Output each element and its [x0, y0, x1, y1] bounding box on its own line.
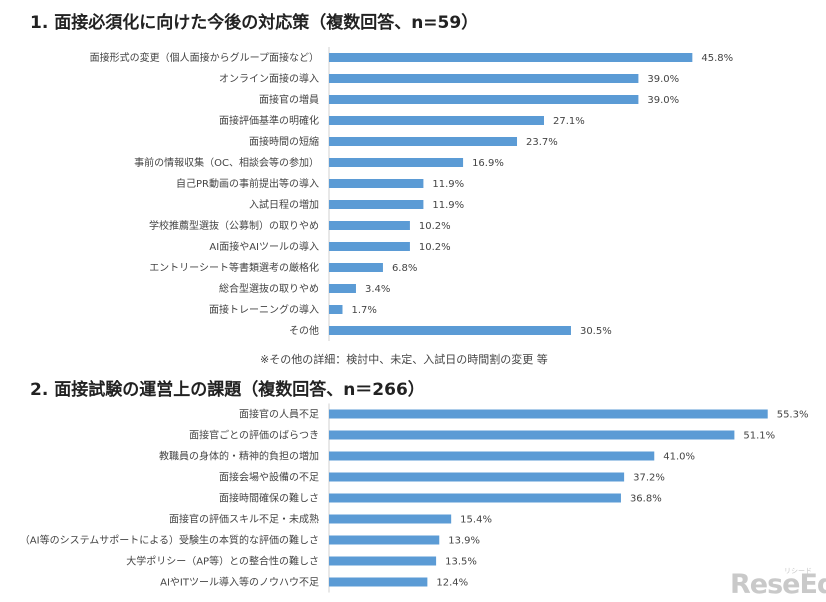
logo-subtext: リシード: [784, 567, 812, 575]
bar: [329, 74, 639, 83]
category-label: （AI等のシステムサポートによる）受験生の本質的な評価の難しさ: [20, 534, 319, 547]
bar: [329, 493, 621, 503]
value-label: 37.2%: [633, 473, 665, 484]
logo-text: ReseEd: [730, 569, 826, 600]
bar: [329, 430, 735, 440]
value-label: 12.4%: [436, 578, 468, 589]
category-label: 面接官の評価スキル不足・未成熟: [169, 513, 319, 526]
value-label: 10.2%: [419, 221, 451, 232]
value-label: 13.5%: [445, 557, 477, 568]
category-label: 大学ポリシー（AP等）との整合性の難しさ: [126, 555, 319, 568]
bar: [329, 472, 625, 482]
category-label: AI面接やAIツールの導入: [209, 240, 319, 253]
bar: [329, 326, 571, 335]
bar: [329, 451, 655, 461]
chart-2-title: 2. 面接試験の運営上の課題（複数回答、n＝266）: [30, 380, 425, 400]
value-label: 30.5%: [580, 326, 612, 337]
bar: [329, 409, 768, 419]
category-label: 事前の情報収集（OC、相談会等の参加）: [134, 156, 319, 169]
bar: [329, 95, 639, 104]
value-label: 45.8%: [701, 53, 733, 64]
value-label: 15.4%: [460, 515, 492, 526]
category-label: 面接トレーニングの導入: [209, 303, 319, 316]
value-label: 51.1%: [743, 431, 775, 442]
value-label: 39.0%: [647, 95, 679, 106]
bar: [329, 514, 452, 524]
value-label: 3.4%: [365, 284, 390, 295]
bar: [329, 137, 518, 146]
category-label: 面接会場や設備の不足: [219, 471, 319, 484]
bar: [329, 284, 356, 293]
bar: [329, 221, 410, 230]
bar: [329, 158, 464, 167]
value-label: 36.8%: [630, 494, 662, 505]
category-label: エントリーシート等書類選考の厳格化: [149, 261, 319, 274]
category-label: 総合型選抜の取りやめ: [219, 282, 319, 295]
value-label: 6.8%: [392, 263, 417, 274]
value-label: 10.2%: [419, 242, 451, 253]
value-label: 13.9%: [448, 536, 480, 547]
bar: [329, 53, 693, 62]
value-label: 23.7%: [526, 137, 558, 148]
category-label: 入試日程の増加: [249, 198, 319, 211]
chart-1-title: 1. 面接必須化に向けた今後の対応策（複数回答、n=59）: [30, 13, 479, 33]
value-label: 55.3%: [777, 410, 809, 421]
resed-logo: リシード ReseEd: [728, 566, 826, 600]
value-label: 1.7%: [351, 305, 376, 316]
category-label: 面接評価基準の明確化: [219, 114, 319, 127]
category-label: オンライン面接の導入: [219, 72, 319, 85]
bar: [329, 263, 383, 272]
category-label: 面接官の人員不足: [239, 408, 319, 421]
category-label: 学校推薦型選抜（公募制）の取りやめ: [149, 219, 319, 232]
category-label: 面接官ごとの評価のばらつき: [189, 429, 319, 442]
bar: [329, 535, 440, 545]
value-label: 41.0%: [663, 452, 695, 463]
chart-1-footnote: ※その他の詳細：検討中、未定、入試日の時間割の変更 等: [260, 353, 548, 366]
value-label: 27.1%: [553, 116, 585, 127]
category-label: 面接官の増員: [259, 93, 319, 106]
bar: [329, 577, 428, 587]
bar: [329, 242, 410, 251]
value-label: 11.9%: [432, 200, 464, 211]
category-label: 教職員の身体的・精神的負担の増加: [159, 450, 319, 463]
bar: [329, 200, 424, 209]
value-label: 11.9%: [432, 179, 464, 190]
category-label: AIやITツール導入等のノウハウ不足: [160, 576, 319, 589]
chart-1: 面接形式の変更（個人面接からグループ面接など） 45.8% オンライン面接の導入 39…: [90, 47, 733, 341]
bar: [329, 556, 437, 566]
value-label: 39.0%: [647, 74, 679, 85]
category-label: その他: [289, 324, 319, 337]
value-label: 16.9%: [472, 158, 504, 169]
category-label: 面接時間確保の難しさ: [219, 492, 319, 505]
category-label: 面接時間の短縮: [249, 135, 319, 148]
bar: [329, 305, 343, 314]
bar: [329, 179, 424, 188]
category-label: 面接形式の変更（個人面接からグループ面接など）: [90, 51, 319, 64]
bar: [329, 116, 544, 125]
category-label: 自己PR動画の事前提出等の導入: [176, 177, 319, 190]
